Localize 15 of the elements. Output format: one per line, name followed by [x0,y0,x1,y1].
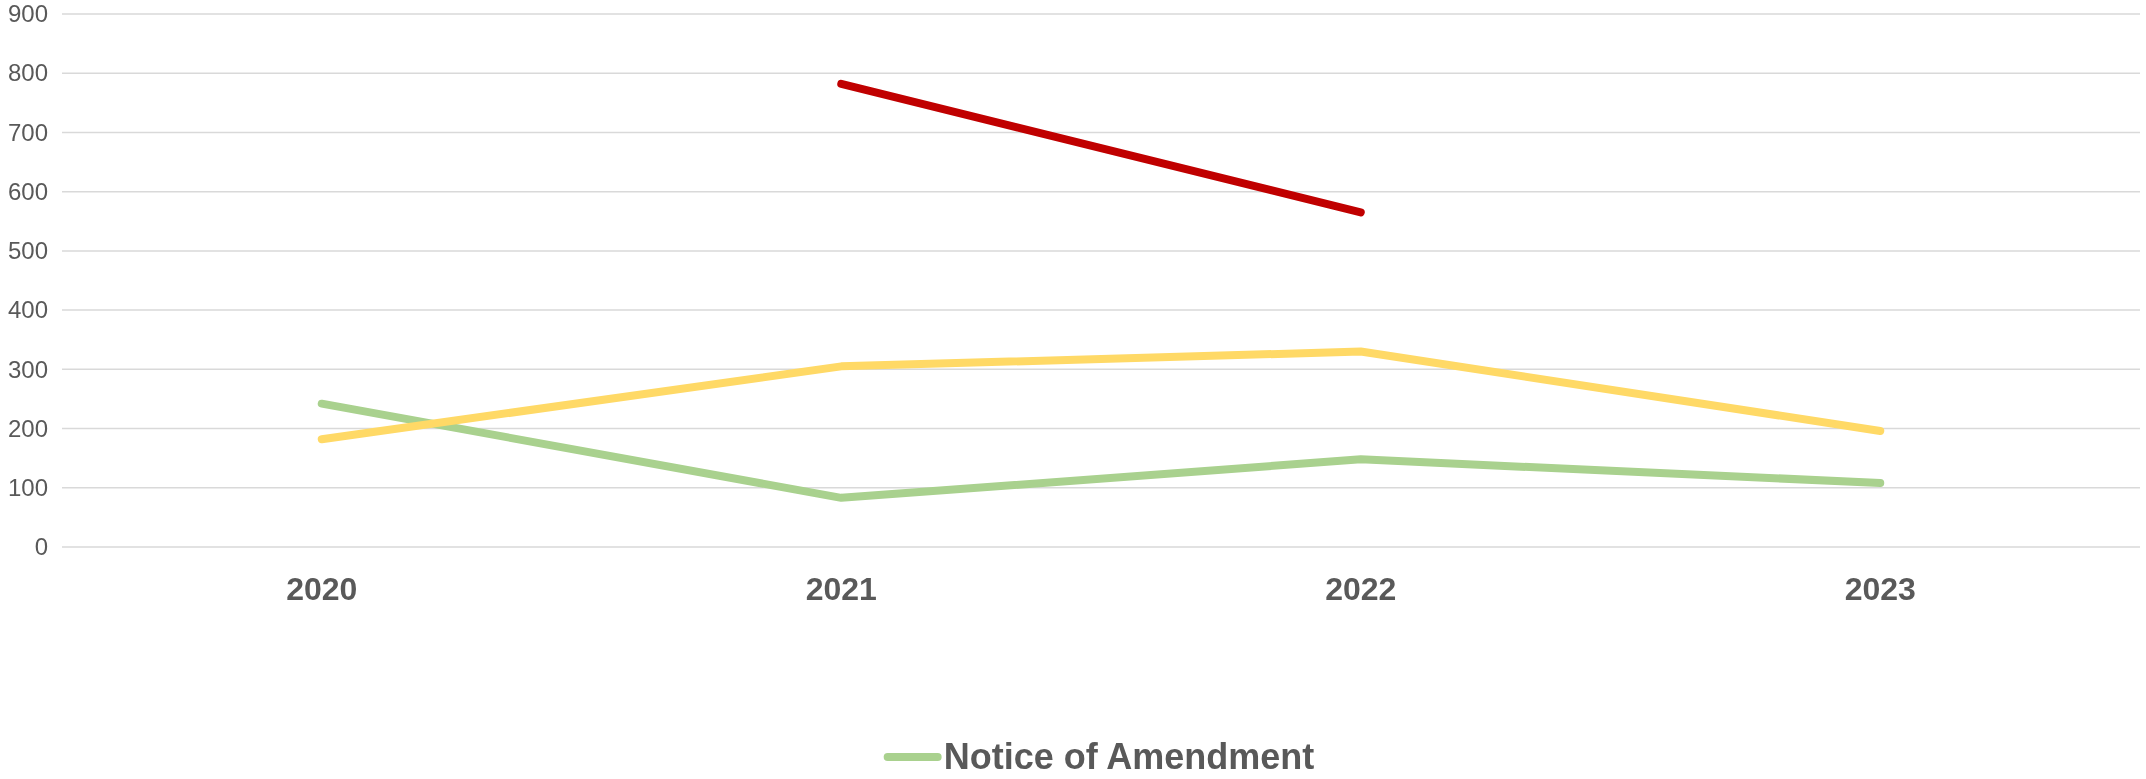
y-tick-label: 800 [7,59,48,87]
y-tick-label: 500 [7,237,48,265]
x-tick-label: 2021 [805,570,877,607]
y-tick-label: 700 [7,118,48,146]
y-tick-label: 400 [7,296,48,324]
x-tick-label: 2020 [286,570,358,607]
y-tick-label: 300 [7,355,48,383]
x-tick-label: 2022 [1325,570,1397,607]
x-tick-label: 2023 [1844,570,1916,607]
y-tick-label: 600 [7,177,48,205]
y-tick-label: 200 [7,414,48,442]
y-tick-label: 100 [7,473,48,501]
y-tick-label: 0 [34,533,48,561]
y-tick-label: 900 [7,0,48,28]
legend-label: Notice of Amendment [943,736,1315,777]
